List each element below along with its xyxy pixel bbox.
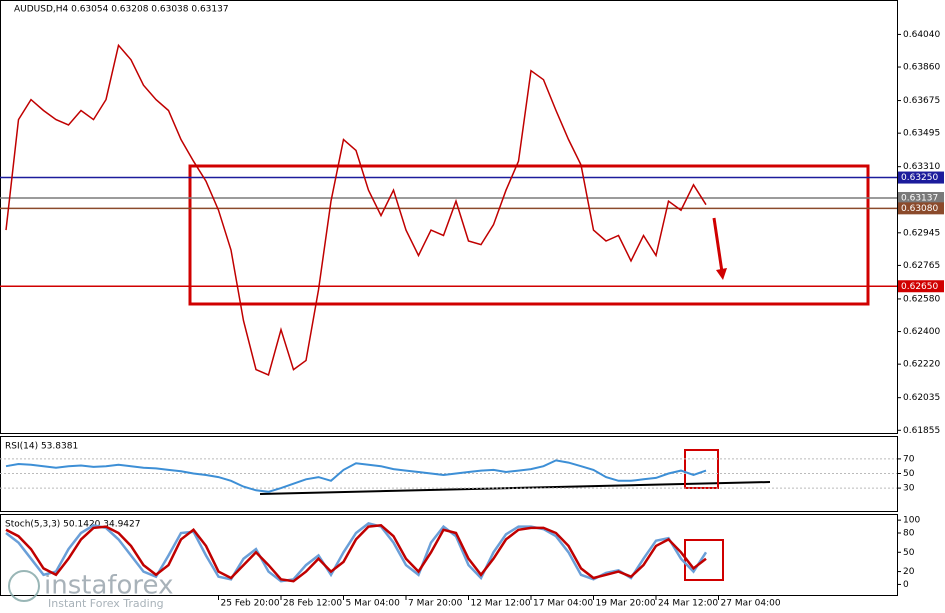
range-box <box>188 164 870 306</box>
y-tick-label: 0.63860 <box>903 63 940 73</box>
price-label: 0.63250 <box>901 173 938 183</box>
y-tick-label: 70 <box>903 454 915 464</box>
stoch-pane <box>0 514 898 596</box>
y-tick-label: 30 <box>903 484 915 494</box>
arrow-head <box>716 268 727 280</box>
y-tick-label: 50 <box>903 548 915 558</box>
y-tick-label: 0.61855 <box>903 426 940 436</box>
price-label-box <box>898 171 944 184</box>
highlight-box <box>684 539 724 581</box>
data-line <box>5 522 708 583</box>
y-tick-label: 0.62945 <box>903 228 940 238</box>
data-line <box>5 43 707 377</box>
x-tick-label: 19 Mar 20:00 <box>596 599 656 609</box>
y-tick-label: 0.62400 <box>903 327 940 337</box>
y-tick-label: 0.62765 <box>903 261 940 271</box>
y-tick-label: 0.62035 <box>903 393 940 403</box>
y-tick-label: 0.62580 <box>903 294 940 304</box>
price-label-box <box>898 192 944 205</box>
price-label-box <box>898 280 944 293</box>
x-tick-label: 7 Mar 20:00 <box>408 599 463 609</box>
x-tick-label: 28 Feb 12:00 <box>283 599 342 609</box>
y-tick-label: 0.63310 <box>903 162 940 172</box>
y-tick-label: 50 <box>903 469 915 479</box>
price-label: 0.63137 <box>901 194 938 204</box>
y-tick-label: 0 <box>903 580 909 590</box>
y-tick-label: 20 <box>903 567 915 577</box>
x-tick-label: 25 Feb 20:00 <box>221 599 280 609</box>
pane-title: RSI(14) 53.8381 <box>5 442 78 452</box>
x-tick-label: 24 Mar 12:00 <box>658 599 718 609</box>
price-label: 0.63080 <box>901 204 938 214</box>
y-tick-label: 0.62220 <box>903 360 940 370</box>
pane-title: AUDUSD,H4 0.63054 0.63208 0.63038 0.6313… <box>14 5 229 15</box>
logo: instaforex Instant Forex Trading <box>8 570 173 610</box>
y-tick-label: 0.63675 <box>903 96 940 106</box>
main-pane <box>0 0 898 434</box>
x-tick-label: 17 Mar 04:00 <box>533 599 593 609</box>
price-label-box <box>898 202 944 215</box>
y-tick-label: 80 <box>903 529 915 539</box>
y-tick-label: 0.63495 <box>903 129 940 139</box>
logo-tagline: Instant Forex Trading <box>48 597 164 610</box>
price-label: 0.62650 <box>901 282 938 292</box>
x-tick-label: 27 Mar 04:00 <box>721 599 781 609</box>
x-tick-label: 12 Mar 12:00 <box>471 599 531 609</box>
y-tick-label: 0.64040 <box>903 30 940 40</box>
y-tick-label: 100 <box>903 516 920 526</box>
arrow <box>712 217 724 273</box>
data-line <box>5 524 707 583</box>
pane-title: Stoch(5,3,3) 50.1420 34.9427 <box>5 520 140 530</box>
data-line <box>5 459 707 493</box>
x-tick-label: 5 Mar 04:00 <box>346 599 401 609</box>
logo-icon <box>8 570 40 602</box>
